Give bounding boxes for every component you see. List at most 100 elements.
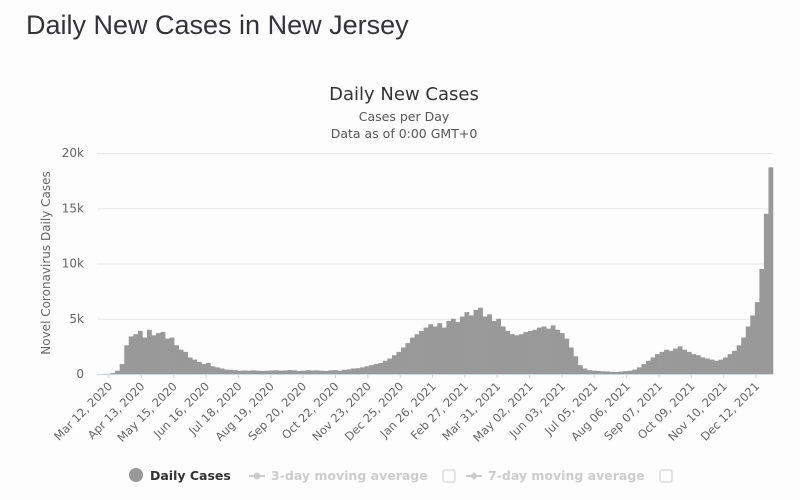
legend-item-daily-cases[interactable]: Daily Cases	[129, 468, 231, 483]
bar[interactable]	[487, 314, 493, 374]
bar[interactable]	[337, 370, 343, 374]
bar[interactable]	[205, 362, 211, 374]
bar[interactable]	[532, 329, 538, 374]
bar[interactable]	[346, 369, 352, 374]
bar[interactable]	[441, 327, 447, 374]
bar[interactable]	[137, 330, 143, 374]
bar[interactable]	[736, 345, 742, 374]
bar[interactable]	[459, 316, 465, 374]
bar[interactable]	[178, 349, 184, 374]
bar[interactable]	[577, 365, 583, 374]
bar[interactable]	[618, 371, 624, 374]
bar[interactable]	[151, 335, 157, 374]
bar[interactable]	[700, 357, 706, 374]
bar[interactable]	[455, 322, 461, 374]
bar[interactable]	[723, 357, 728, 374]
bar[interactable]	[174, 345, 179, 374]
bar[interactable]	[242, 370, 248, 374]
legend-item-3day[interactable]: 3-day moving average	[249, 468, 456, 483]
bar[interactable]	[328, 370, 334, 374]
bar[interactable]	[677, 346, 683, 375]
bar[interactable]	[541, 326, 547, 374]
bar[interactable]	[718, 359, 724, 374]
bar[interactable]	[160, 332, 166, 374]
bar[interactable]	[187, 357, 193, 374]
bar[interactable]	[645, 360, 651, 374]
bar[interactable]	[546, 328, 551, 374]
bar[interactable]	[528, 330, 533, 374]
bar[interactable]	[650, 357, 656, 374]
bar[interactable]	[364, 366, 370, 374]
bar[interactable]	[228, 369, 234, 374]
bar[interactable]	[410, 337, 415, 374]
bar[interactable]	[523, 332, 529, 374]
bar[interactable]	[233, 370, 238, 374]
bar[interactable]	[396, 351, 402, 374]
bar[interactable]	[314, 370, 320, 374]
bar[interactable]	[682, 349, 688, 374]
bar[interactable]	[691, 354, 697, 374]
bar[interactable]	[382, 360, 388, 374]
bar[interactable]	[296, 370, 302, 374]
bar[interactable]	[273, 370, 279, 374]
bar[interactable]	[605, 371, 610, 374]
bar[interactable]	[196, 361, 202, 374]
bar[interactable]	[586, 370, 592, 374]
bar[interactable]	[210, 366, 216, 374]
bar[interactable]	[310, 370, 316, 374]
bar[interactable]	[165, 338, 170, 374]
bar[interactable]	[673, 348, 679, 374]
bar[interactable]	[573, 356, 579, 374]
bar[interactable]	[745, 326, 751, 374]
bar[interactable]	[437, 323, 443, 374]
bar[interactable]	[564, 338, 570, 374]
bar[interactable]	[559, 333, 565, 374]
bar[interactable]	[614, 371, 620, 374]
bar[interactable]	[332, 370, 338, 374]
bar[interactable]	[373, 364, 379, 374]
bar[interactable]	[709, 359, 715, 374]
bar[interactable]	[482, 316, 488, 374]
bar[interactable]	[659, 351, 665, 374]
bar[interactable]	[750, 315, 756, 374]
bar[interactable]	[714, 360, 719, 374]
bar[interactable]	[305, 370, 311, 374]
bar[interactable]	[550, 325, 556, 374]
bar[interactable]	[224, 369, 229, 374]
bar[interactable]	[110, 373, 116, 374]
bar[interactable]	[636, 367, 642, 374]
bar[interactable]	[237, 370, 243, 374]
bar[interactable]	[478, 307, 483, 374]
bar[interactable]	[278, 370, 284, 374]
bar[interactable]	[387, 358, 393, 374]
bar[interactable]	[686, 351, 692, 374]
bar[interactable]	[414, 334, 420, 374]
bar[interactable]	[537, 327, 542, 374]
bar[interactable]	[323, 370, 329, 374]
bar[interactable]	[518, 334, 524, 374]
bar[interactable]	[264, 370, 270, 374]
bar[interactable]	[378, 362, 384, 374]
bar[interactable]	[287, 370, 293, 374]
bar[interactable]	[664, 349, 669, 374]
bar[interactable]	[623, 371, 629, 374]
bar[interactable]	[419, 330, 424, 374]
bar[interactable]	[505, 330, 511, 374]
legend-item-7day[interactable]: 7-day moving average	[466, 468, 673, 483]
bar[interactable]	[183, 351, 189, 374]
bar[interactable]	[446, 320, 452, 374]
bar[interactable]	[668, 350, 674, 374]
bar[interactable]	[115, 370, 120, 374]
bar[interactable]	[641, 364, 647, 374]
bar[interactable]	[391, 355, 397, 374]
bar[interactable]	[759, 269, 765, 374]
bar[interactable]	[732, 350, 738, 374]
bar[interactable]	[219, 368, 225, 374]
bar[interactable]	[509, 334, 515, 374]
bar[interactable]	[491, 320, 497, 374]
bar[interactable]	[423, 327, 429, 374]
bar[interactable]	[754, 302, 760, 374]
bar[interactable]	[214, 367, 220, 374]
bar[interactable]	[514, 335, 520, 374]
bar[interactable]	[292, 370, 297, 374]
